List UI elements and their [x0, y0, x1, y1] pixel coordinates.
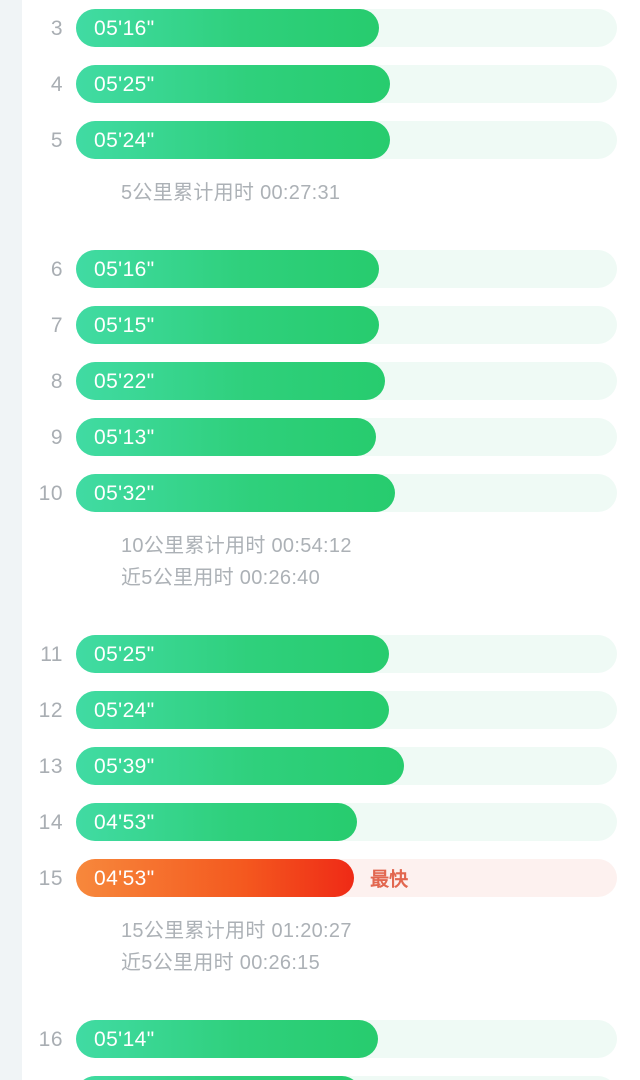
table-row[interactable]: 8 05'22": [22, 353, 640, 409]
bar-fill: 05'16": [76, 250, 379, 288]
bar-fill: 05'14": [76, 1020, 378, 1058]
recent-5km-time-line: 近5公里用时 00:26:15: [121, 952, 321, 974]
km-index: 4: [50, 72, 63, 96]
pace-bar: 05'22": [76, 362, 617, 400]
splits-card: 3 05'16" 4 05'25" 5: [22, 0, 640, 1080]
summary-block-10km: 10公里累计用时 00:54:12 近5公里用时 00:26:40: [22, 521, 640, 612]
km-index: 13: [38, 754, 63, 778]
cumulative-time-line: 5公里累计用时 00:27:31: [121, 182, 341, 204]
pace-label: 05'16": [94, 16, 155, 40]
table-row[interactable]: 4 05'25": [22, 56, 640, 112]
table-row[interactable]: 11 05'25": [22, 626, 640, 682]
km-index: 7: [50, 313, 63, 337]
km-index: 14: [38, 810, 63, 834]
table-row[interactable]: 16 05'14": [22, 1011, 640, 1067]
cumulative-time-line: 10公里累计用时 00:54:12: [121, 535, 352, 557]
table-row[interactable]: 14 04'53": [22, 794, 640, 850]
bar-fill: 05'25": [76, 65, 390, 103]
pace-label: 05'25": [94, 642, 155, 666]
pace-label: 05'14": [94, 1027, 155, 1051]
section-spacer: [22, 612, 640, 626]
pace-label: 04'53": [94, 866, 155, 890]
pace-label: 05'25": [94, 72, 155, 96]
bar-fill: 05'22": [76, 362, 386, 400]
pace-bar: 05'39": [76, 747, 617, 785]
km-index: 5: [50, 128, 63, 152]
bar-fill: 05'24": [76, 691, 389, 729]
pace-bar: 05'24": [76, 691, 617, 729]
pace-bar: 04'59": [76, 1076, 617, 1080]
pace-label: 05'39": [94, 754, 155, 778]
pace-bar: 05'16": [76, 250, 617, 288]
pace-bar: 05'14": [76, 1020, 617, 1058]
pace-bar: 05'24": [76, 121, 617, 159]
bar-fill: 05'32": [76, 474, 396, 512]
km-index: 16: [38, 1027, 63, 1051]
pace-bar: 05'25": [76, 65, 617, 103]
summary-block-15km: 15公里累计用时 01:20:27 近5公里用时 00:26:15: [22, 906, 640, 997]
bar-fill: 05'25": [76, 635, 389, 673]
pace-label: 05'15": [94, 313, 155, 337]
section-spacer: [22, 227, 640, 241]
km-index: 15: [38, 866, 63, 890]
table-row-fastest[interactable]: 15 04'53" 最快: [22, 850, 640, 906]
km-index: 12: [38, 698, 63, 722]
bar-fill: 04'53": [76, 803, 358, 841]
km-index: 6: [50, 257, 63, 281]
pace-label: 05'24": [94, 128, 155, 152]
pace-bar: 04'53": [76, 803, 617, 841]
km-index: 8: [50, 369, 63, 393]
bar-fill: 05'13": [76, 418, 376, 456]
pace-bar: 04'53" 最快: [76, 859, 617, 897]
table-row[interactable]: 6 05'16": [22, 241, 640, 297]
left-gutter: [0, 0, 22, 1080]
pace-bar: 05'32": [76, 474, 617, 512]
splits-list: 3 05'16" 4 05'25" 5: [22, 0, 640, 1080]
pace-label: 05'24": [94, 698, 155, 722]
table-row[interactable]: 3 05'16": [22, 0, 640, 56]
cumulative-time-line: 15公里累计用时 01:20:27: [121, 920, 352, 942]
pace-bar: 05'25": [76, 635, 617, 673]
table-row[interactable]: 13 05'39": [22, 738, 640, 794]
pace-label: 04'53": [94, 810, 155, 834]
summary-block-5km: 5公里累计用时 00:27:31: [22, 168, 640, 227]
table-row[interactable]: 5 05'24": [22, 112, 640, 168]
pace-label: 05'22": [94, 369, 155, 393]
bar-fill: 05'15": [76, 306, 379, 344]
km-index: 3: [50, 16, 63, 40]
bar-fill: 05'16": [76, 9, 379, 47]
table-row[interactable]: 17 04'59": [22, 1067, 640, 1080]
status-badge-fastest: 最快: [370, 869, 409, 891]
bar-fill: 04'59": [76, 1076, 361, 1080]
bar-fill: 05'39": [76, 747, 404, 785]
km-index: 11: [40, 642, 63, 666]
table-row[interactable]: 7 05'15": [22, 297, 640, 353]
table-row[interactable]: 10 05'32": [22, 465, 640, 521]
table-row[interactable]: 12 05'24": [22, 682, 640, 738]
km-index: 9: [50, 425, 63, 449]
pace-bar: 05'16": [76, 9, 617, 47]
bar-fill: 05'24": [76, 121, 390, 159]
pace-label: 05'16": [94, 257, 155, 281]
pace-bar: 05'13": [76, 418, 617, 456]
table-row[interactable]: 9 05'13": [22, 409, 640, 465]
recent-5km-time-line: 近5公里用时 00:26:40: [121, 567, 321, 589]
bar-fill: 04'53": [76, 859, 355, 897]
pace-label: 05'32": [94, 481, 155, 505]
pace-bar: 05'15": [76, 306, 617, 344]
pace-label: 05'13": [94, 425, 155, 449]
section-spacer: [22, 997, 640, 1011]
km-index: 10: [38, 481, 63, 505]
